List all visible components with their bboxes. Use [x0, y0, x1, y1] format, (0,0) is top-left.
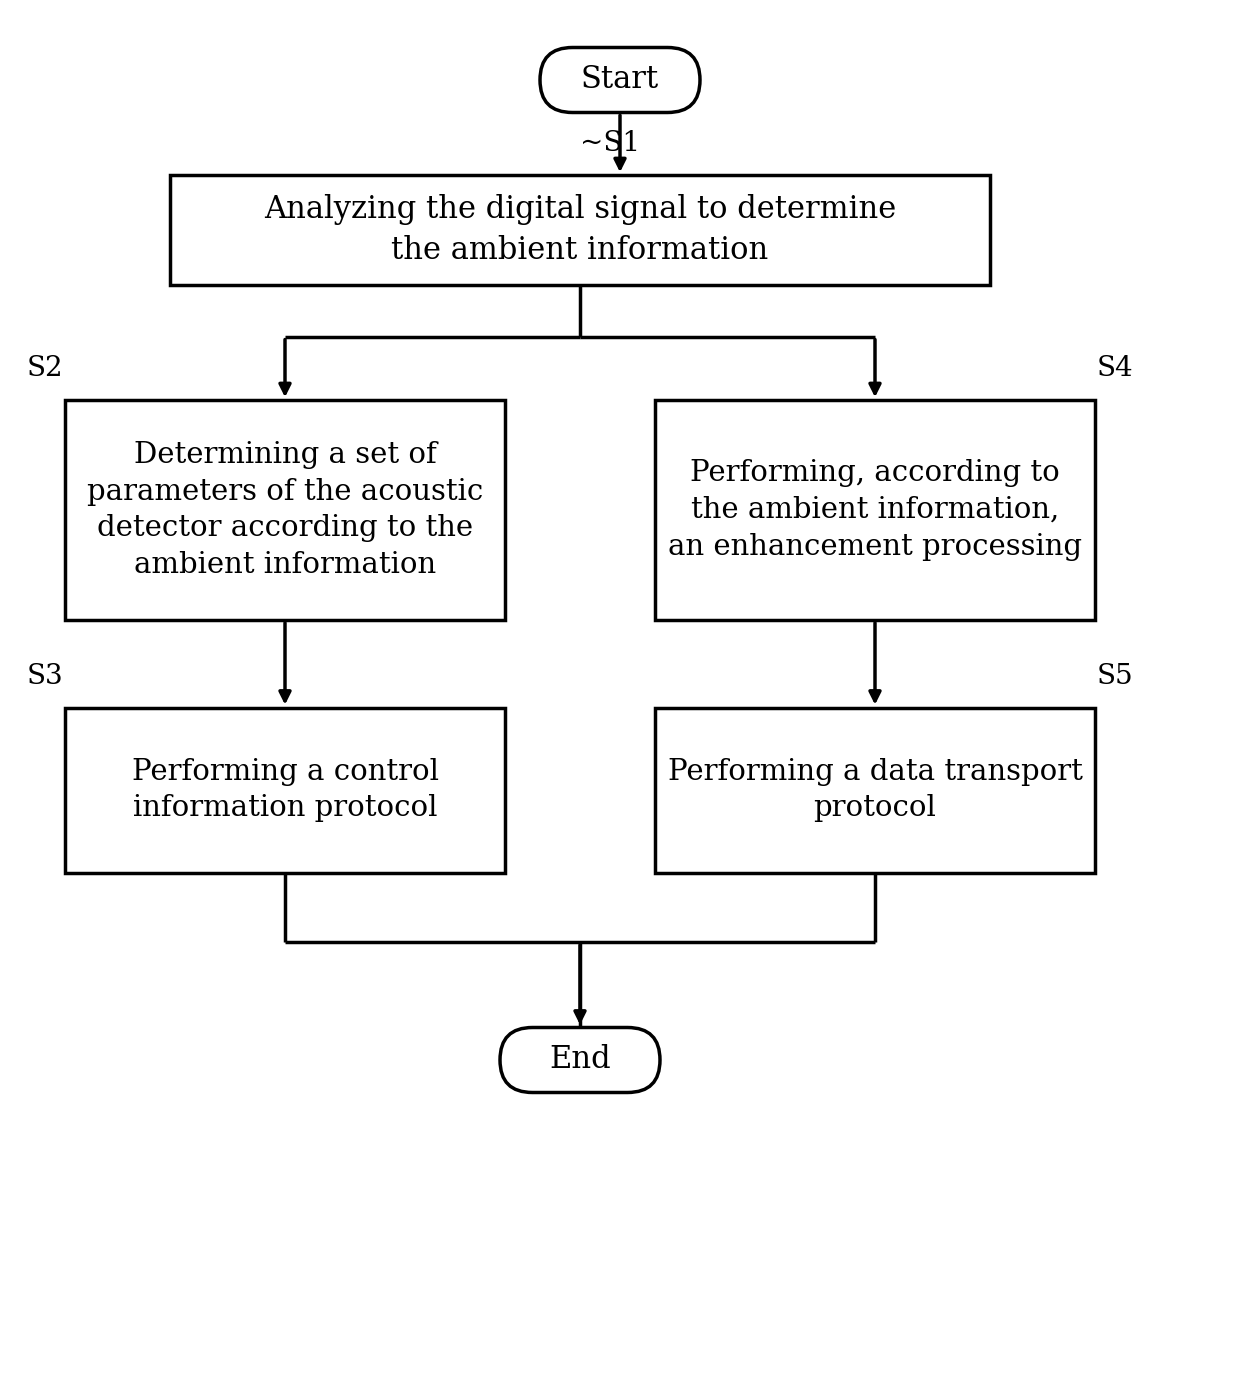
Bar: [655, 400, 1095, 620]
Bar: [64, 707, 505, 872]
FancyBboxPatch shape: [539, 47, 701, 113]
Text: Determining a set of
parameters of the acoustic
detector according to the
ambien: Determining a set of parameters of the a…: [87, 441, 484, 579]
Bar: [64, 400, 505, 620]
Text: ~S1: ~S1: [580, 130, 640, 157]
Text: S5: S5: [1096, 663, 1133, 689]
Text: Performing a data transport
protocol: Performing a data transport protocol: [667, 758, 1083, 823]
Text: End: End: [549, 1045, 611, 1075]
Text: S3: S3: [27, 663, 63, 689]
Text: S2: S2: [27, 356, 63, 382]
Bar: [170, 175, 990, 285]
Text: Start: Start: [580, 65, 660, 95]
Text: S4: S4: [1096, 356, 1133, 382]
FancyBboxPatch shape: [500, 1028, 660, 1093]
Text: Performing, according to
the ambient information,
an enhancement processing: Performing, according to the ambient inf…: [668, 459, 1083, 561]
Bar: [655, 707, 1095, 872]
Text: Analyzing the digital signal to determine
the ambient information: Analyzing the digital signal to determin…: [264, 194, 897, 266]
Text: Performing a control
information protocol: Performing a control information protoco…: [131, 758, 439, 823]
